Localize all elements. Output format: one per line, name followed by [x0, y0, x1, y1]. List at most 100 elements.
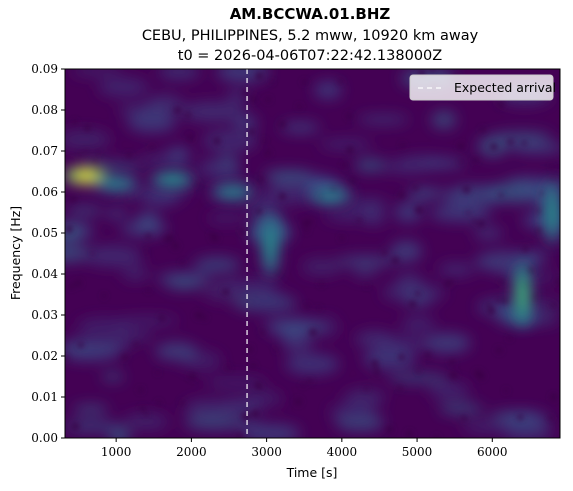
texture-speckle: [77, 342, 84, 348]
texture-speckle: [339, 235, 345, 241]
texture-patch: [431, 111, 457, 129]
texture-speckle: [499, 279, 505, 285]
texture-speckle: [529, 292, 538, 301]
texture-speckle: [477, 372, 486, 381]
texture-patch: [117, 316, 178, 326]
texture-patch: [65, 336, 123, 351]
texture-patch: [499, 314, 560, 324]
y-tick-label: 0.05: [31, 226, 58, 240]
texture-speckle: [202, 314, 208, 321]
texture-patch: [473, 227, 503, 240]
texture-patch: [102, 372, 124, 381]
texture-patch: [315, 317, 338, 337]
texture-patch: [98, 77, 149, 97]
texture-speckle: [498, 192, 504, 198]
texture-speckle: [144, 412, 149, 417]
y-tick-label: 0.00: [31, 431, 58, 445]
texture-patch: [122, 266, 149, 281]
texture-speckle: [137, 387, 144, 393]
texture-speckle: [145, 233, 152, 240]
texture-speckle: [265, 96, 272, 103]
texture-patch: [193, 257, 241, 273]
energy-feature-core-4: [265, 227, 276, 263]
y-tick-label: 0.07: [31, 144, 58, 158]
texture-speckle: [270, 79, 274, 84]
texture-patch: [336, 255, 396, 267]
texture-speckle: [416, 368, 421, 374]
texture-speckle: [457, 142, 465, 150]
texture-speckle: [349, 177, 357, 185]
texture-patch: [355, 331, 393, 347]
texture-speckle: [550, 302, 556, 308]
texture-patch: [72, 404, 109, 415]
texture-speckle: [256, 208, 263, 215]
texture-patch: [352, 266, 379, 279]
texture-speckle: [179, 400, 185, 406]
texture-patch: [120, 222, 168, 236]
texture-patch: [422, 333, 471, 354]
texture-speckle: [536, 208, 542, 214]
texture-patch: [438, 263, 475, 276]
texture-speckle: [250, 363, 257, 369]
texture-patch: [133, 187, 191, 199]
texture-patch: [314, 81, 342, 99]
texture-speckle: [548, 415, 554, 421]
x-axis-label: Time [s]: [286, 465, 338, 480]
texture-patch: [207, 213, 246, 223]
x-tick-label: 2000: [176, 445, 207, 459]
texture-speckle: [342, 162, 348, 169]
texture-patch: [357, 115, 409, 124]
texture-patch: [184, 399, 231, 418]
texture-speckle: [497, 100, 505, 109]
chart-subtitle-line-2: t0 = 2026-04-06T07:22:42.138000Z: [178, 48, 442, 64]
texture-speckle: [307, 378, 313, 384]
texture-speckle: [256, 176, 264, 184]
texture-speckle: [264, 149, 272, 157]
y-axis: 0.00 0.01 0.02 0.03 0.04 0.05 0.06 0.07 0.08 0.09: [31, 62, 65, 445]
texture-patch: [388, 373, 448, 383]
texture-speckle: [490, 143, 498, 151]
texture-speckle: [385, 425, 394, 434]
texture-patch: [82, 245, 143, 267]
texture-speckle: [459, 159, 464, 164]
texture-patch: [301, 258, 343, 275]
texture-speckle: [278, 192, 286, 200]
texture-patch: [382, 283, 446, 302]
axes-frame: [64, 68, 561, 439]
energy-feature-core-6: [517, 276, 528, 313]
texture-patch: [522, 178, 560, 188]
y-tick-label: 0.03: [31, 308, 58, 322]
texture-speckle: [163, 236, 169, 243]
texture-speckle: [429, 69, 435, 72]
texture-speckle: [69, 195, 77, 203]
texture-patch: [226, 90, 248, 104]
texture-speckle: [356, 217, 362, 223]
texture-speckle: [397, 385, 403, 391]
texture-speckle: [301, 79, 308, 85]
texture-speckle: [294, 397, 303, 406]
texture-speckle: [507, 138, 514, 145]
texture-speckle: [472, 157, 479, 164]
texture-speckle: [194, 311, 203, 320]
texture-speckle: [156, 400, 162, 406]
texture-speckle: [472, 219, 477, 224]
texture-speckle: [71, 119, 78, 125]
texture-speckle: [259, 329, 266, 335]
texture-speckle: [155, 370, 160, 375]
texture-speckle: [65, 356, 69, 362]
texture-patch: [66, 206, 103, 216]
texture-speckle: [71, 422, 80, 431]
texture-patch: [76, 317, 132, 336]
texture-speckle: [549, 164, 554, 169]
texture-speckle: [296, 104, 302, 110]
texture-speckle: [337, 78, 344, 84]
texture-speckle: [146, 287, 151, 293]
texture-patch: [343, 389, 385, 408]
texture-speckle: [225, 365, 231, 371]
texture-speckle: [209, 232, 215, 238]
x-tick-label: 5000: [402, 445, 433, 459]
texture-speckle: [477, 220, 485, 228]
texture-speckle: [495, 297, 501, 303]
texture-speckle: [302, 219, 310, 228]
y-tick-label: 0.01: [31, 390, 58, 404]
